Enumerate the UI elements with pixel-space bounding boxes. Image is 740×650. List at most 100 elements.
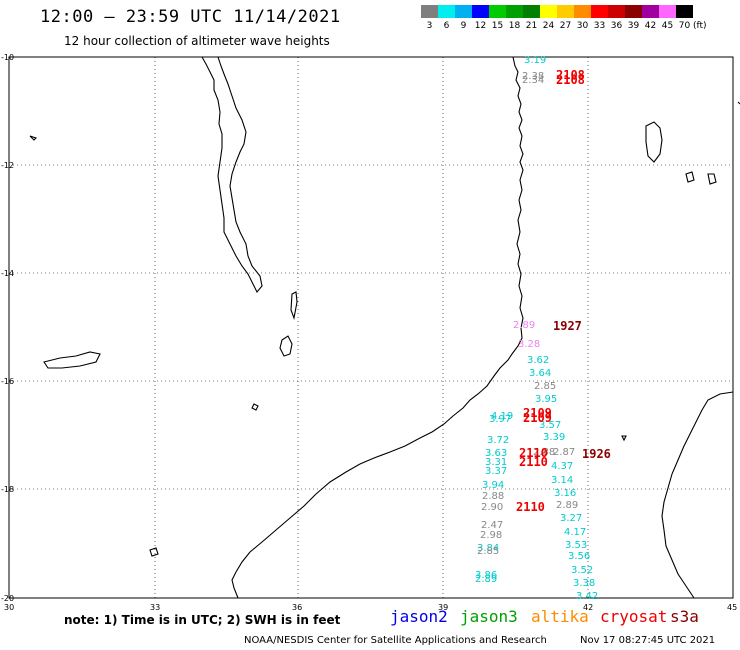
scale-label: 15 xyxy=(491,21,504,31)
pass-time: 2110 xyxy=(519,455,548,469)
swh-value: 3.95 xyxy=(535,394,558,405)
swh-value: 3.14 xyxy=(551,475,574,486)
scale-label: 6 xyxy=(443,21,450,31)
pass-time: 2110 xyxy=(516,500,545,514)
scale-unit: (ft) xyxy=(693,21,707,31)
scale-label: 70 xyxy=(678,21,691,31)
longitude-label: 45 xyxy=(727,603,738,612)
credit-text: NOAA/NESDIS Center for Satellite Applica… xyxy=(244,635,547,646)
swh-value: 2.85 xyxy=(477,546,500,557)
scale-swatch xyxy=(540,5,557,18)
legend-jason3: jason3 xyxy=(460,607,518,626)
latitude-label: -18 xyxy=(1,485,14,494)
scale-swatch xyxy=(642,5,659,18)
swh-value: 3.19 xyxy=(524,55,547,66)
swh-value: 2.89 xyxy=(513,320,536,331)
scale-swatch xyxy=(489,5,506,18)
scale-label: 3 xyxy=(426,21,433,31)
wave-height-color-scale xyxy=(421,5,693,18)
scale-swatch xyxy=(574,5,591,18)
latitude-label: -16 xyxy=(1,377,14,386)
scale-swatch xyxy=(676,5,693,18)
swh-value: 3.39 xyxy=(543,432,566,443)
swh-value: 3.38 xyxy=(573,578,596,589)
legend-jason2: jason2 xyxy=(390,607,448,626)
swh-value: 2.34 xyxy=(522,75,545,86)
swh-value: 2.88 xyxy=(482,491,505,502)
latitude-label: -20 xyxy=(1,594,14,603)
swh-value: 2.87 xyxy=(553,447,576,458)
swh-value: 2.88 xyxy=(533,447,556,458)
units-note: note: 1) Time is in UTC; 2) SWH is in fe… xyxy=(64,613,341,627)
latitude-label: -14 xyxy=(1,269,14,278)
swh-value: 3.84 xyxy=(477,543,500,554)
longitude-label: 42 xyxy=(583,603,594,612)
scale-label: 42 xyxy=(644,21,657,31)
scale-swatch xyxy=(506,5,523,18)
swh-value: 3.52 xyxy=(571,565,594,576)
swh-value: 3.56 xyxy=(568,551,591,562)
scale-label: 36 xyxy=(610,21,623,31)
color-scale-labels: 3 6 9 12 15 18 21 24 27 30 33 36 39 42 45 70 (ft) xyxy=(421,21,740,33)
swh-value: 3.63 xyxy=(485,448,508,459)
swh-value: 2.89 xyxy=(475,574,498,585)
longitude-label: 39 xyxy=(438,603,449,612)
scale-label: 39 xyxy=(627,21,640,31)
pass-time: 2108 xyxy=(556,73,585,87)
latitude-label: -12 xyxy=(1,161,14,170)
swh-value: 3.42 xyxy=(576,591,599,602)
scale-swatch xyxy=(659,5,676,18)
scale-label: 45 xyxy=(661,21,674,31)
scale-label: 30 xyxy=(576,21,589,31)
scale-swatch xyxy=(472,5,489,18)
swh-value: 3.28 xyxy=(518,339,541,350)
scale-label: 18 xyxy=(508,21,521,31)
scale-label: 9 xyxy=(460,21,467,31)
scale-swatch xyxy=(625,5,642,18)
longitude-label: 36 xyxy=(292,603,303,612)
legend-cryosat: cryosat xyxy=(600,607,668,626)
swh-value: 3.72 xyxy=(487,435,510,446)
swh-value: 4.19 xyxy=(491,411,514,422)
pass-time: 2110 xyxy=(519,446,548,460)
legend-altika: altika xyxy=(531,607,589,626)
pass-time: 2109 xyxy=(523,411,552,425)
scale-label: 24 xyxy=(542,21,555,31)
latitude-label: -10 xyxy=(1,53,14,62)
scale-swatch xyxy=(455,5,472,18)
scale-swatch xyxy=(608,5,625,18)
pass-time: 2109 xyxy=(523,406,552,420)
swh-value: 2.85 xyxy=(534,381,557,392)
swh-value: 2.90 xyxy=(481,502,504,513)
graticule xyxy=(9,57,733,598)
scale-swatch xyxy=(421,5,438,18)
legend-s3a: s3a xyxy=(670,607,699,626)
coastline xyxy=(29,56,740,599)
map-frame xyxy=(8,56,734,599)
swh-value: 3.53 xyxy=(565,540,588,551)
timestamp-text: Nov 17 08:27:45 UTC 2021 xyxy=(580,635,716,646)
swh-value: 2.98 xyxy=(480,530,503,541)
swh-value: 3.64 xyxy=(529,368,552,379)
swh-value: 3.31 xyxy=(485,457,508,468)
scale-label: 33 xyxy=(593,21,606,31)
swh-value: 3.97 xyxy=(489,414,512,425)
map-title: 12:00 — 23:59 UTC 11/14/2021 xyxy=(40,7,341,27)
swh-value: 2.38 xyxy=(522,71,545,82)
swh-value: 3.94 xyxy=(482,480,505,491)
swh-value: 4.37 xyxy=(551,461,574,472)
swh-value: 3.16 xyxy=(554,488,577,499)
longitude-label: 30 xyxy=(4,603,15,612)
map-subtitle: 12 hour collection of altimeter wave hei… xyxy=(64,34,330,48)
swh-value: 3.27 xyxy=(560,513,583,524)
scale-label: 12 xyxy=(474,21,487,31)
swh-value: 3.86 xyxy=(475,570,498,581)
scale-swatch xyxy=(591,5,608,18)
swh-value: 2.89 xyxy=(556,500,579,511)
pass-time: 1927 xyxy=(553,319,582,333)
longitude-label: 33 xyxy=(150,603,161,612)
swh-value: 3.57 xyxy=(539,420,562,431)
scale-swatch xyxy=(557,5,574,18)
scale-swatch xyxy=(523,5,540,18)
